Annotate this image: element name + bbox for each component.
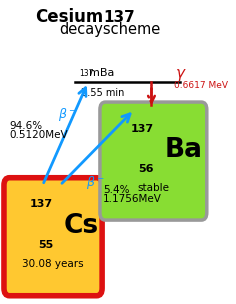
Text: mBa: mBa	[89, 68, 114, 78]
Text: 55: 55	[38, 240, 53, 250]
FancyBboxPatch shape	[100, 102, 207, 220]
Text: 30.08 years: 30.08 years	[22, 259, 84, 269]
Text: decayscheme: decayscheme	[59, 22, 160, 37]
Text: 137: 137	[79, 69, 94, 78]
Text: Cesium: Cesium	[35, 8, 103, 26]
Text: $\gamma$: $\gamma$	[175, 67, 187, 83]
Text: 137: 137	[103, 10, 135, 25]
Text: Ba: Ba	[164, 137, 202, 164]
Text: 2.55 min: 2.55 min	[81, 88, 125, 98]
Text: 56: 56	[138, 164, 153, 174]
Text: 0.6617 MeV: 0.6617 MeV	[174, 81, 228, 90]
Text: 137: 137	[30, 199, 53, 209]
Text: 5.4%: 5.4%	[103, 185, 130, 195]
Text: $\beta^-$: $\beta^-$	[86, 174, 105, 191]
FancyBboxPatch shape	[4, 178, 102, 296]
Text: 1.1756MeV: 1.1756MeV	[103, 194, 162, 204]
Text: 0.5120MeV: 0.5120MeV	[9, 130, 68, 140]
Text: Cs: Cs	[64, 213, 99, 239]
Text: $\beta^-$: $\beta^-$	[58, 106, 77, 123]
Text: stable: stable	[137, 183, 169, 193]
Text: 94.6%: 94.6%	[9, 121, 42, 131]
Text: 137: 137	[130, 124, 153, 134]
